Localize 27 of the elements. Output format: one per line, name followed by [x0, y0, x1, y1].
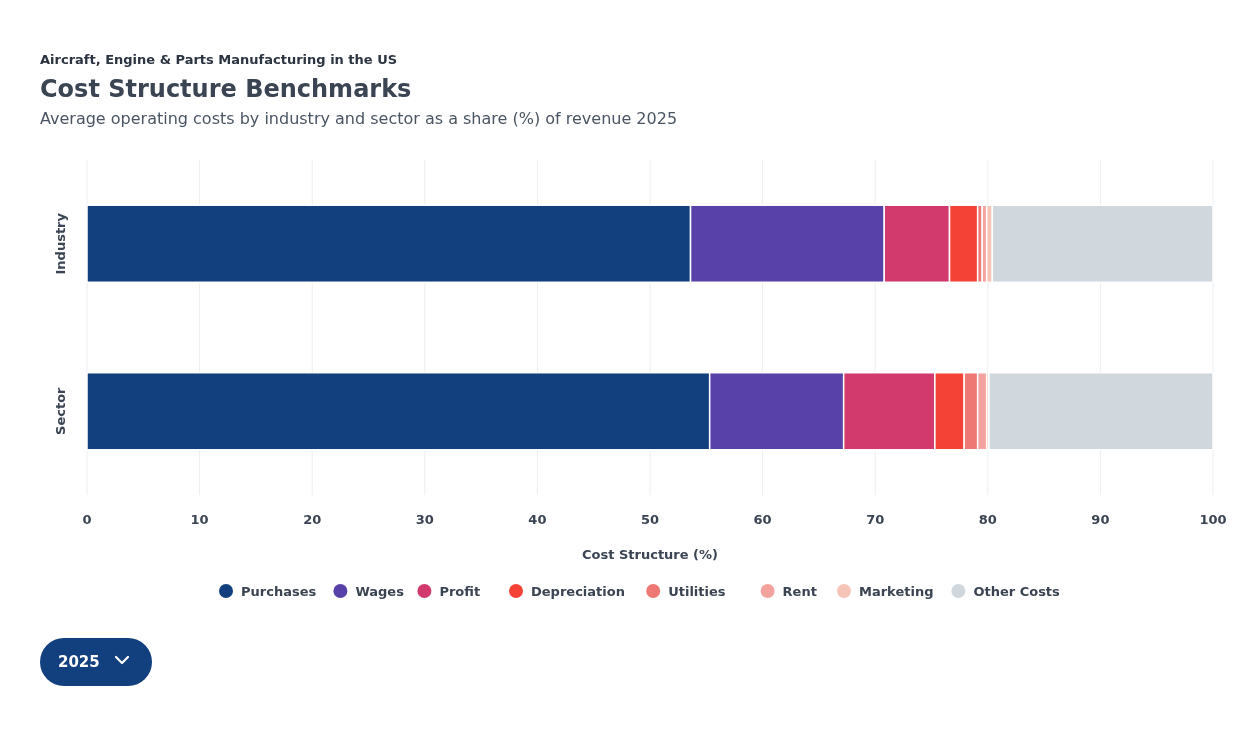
x-tick-label: 90: [1091, 512, 1110, 527]
legend-label: Rent: [782, 584, 817, 599]
legend-label: Utilities: [668, 584, 726, 599]
x-tick-label: 100: [1199, 512, 1227, 527]
legend-label: Depreciation: [531, 584, 625, 599]
text: Average operating costs by industry and sector as a share (%) of revenue 2025: [40, 109, 678, 128]
legend-label: Other Costs: [973, 584, 1061, 599]
legend-label: Marketing: [859, 584, 934, 599]
legend-label: Purchases: [241, 584, 317, 599]
y-tick-label: Industry: [53, 212, 68, 275]
chart-title: Cost Structure Benchmarks: [40, 75, 412, 103]
bar: [988, 371, 1214, 451]
x-tick-label: 0: [82, 512, 92, 527]
legend-label: Wages: [355, 584, 405, 599]
x-tick-label: 60: [753, 512, 772, 527]
x-tick-label: 80: [978, 512, 997, 527]
text: 2025: [58, 653, 100, 671]
x-tick-label: 30: [415, 512, 434, 527]
x-tick-label: 10: [190, 512, 209, 527]
x-tick-label: 70: [866, 512, 885, 527]
y-tick-label: Sector: [53, 386, 68, 435]
chart-subtitle: Aircraft, Engine & Parts Manufacturing in the US: [40, 52, 398, 67]
x-axis-title: Cost Structure (%): [581, 547, 719, 562]
x-tick-label: 50: [640, 512, 660, 527]
x-tick-label: 40: [528, 512, 547, 527]
legend-label: Profit: [439, 584, 481, 599]
x-tick-label: 20: [303, 512, 322, 527]
